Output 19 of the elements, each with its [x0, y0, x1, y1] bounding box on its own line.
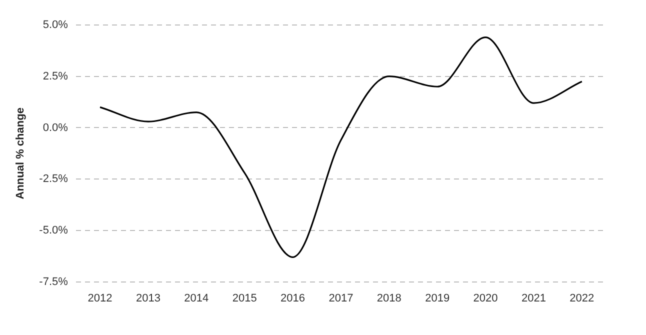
x-tick-label: 2013: [136, 292, 160, 304]
x-tick-label: 2015: [232, 292, 257, 304]
x-tick-label: 2020: [473, 292, 498, 304]
x-tick-label: 2012: [88, 292, 112, 304]
x-tick-label: 2017: [328, 292, 354, 304]
line-series: [99, 36, 583, 258]
y-axis-title: Annual % change: [14, 108, 27, 200]
y-tick-label: 5.0%: [42, 19, 68, 32]
x-tick-label: 2018: [376, 292, 402, 304]
y-tick-label: -7.5%: [39, 276, 68, 288]
x-tick-label: 2016: [280, 292, 306, 304]
x-tick-label: 2021: [521, 292, 546, 304]
x-tick-label: 2019: [425, 292, 450, 304]
y-tick-label: 0.0%: [42, 122, 68, 134]
y-tick-label: -2.5%: [39, 173, 68, 186]
y-tick-label: -5.0%: [39, 224, 68, 236]
x-tick-label: 2022: [570, 292, 594, 304]
y-tick-label: 2.5%: [42, 70, 68, 82]
x-tick-label: 2014: [184, 292, 209, 304]
